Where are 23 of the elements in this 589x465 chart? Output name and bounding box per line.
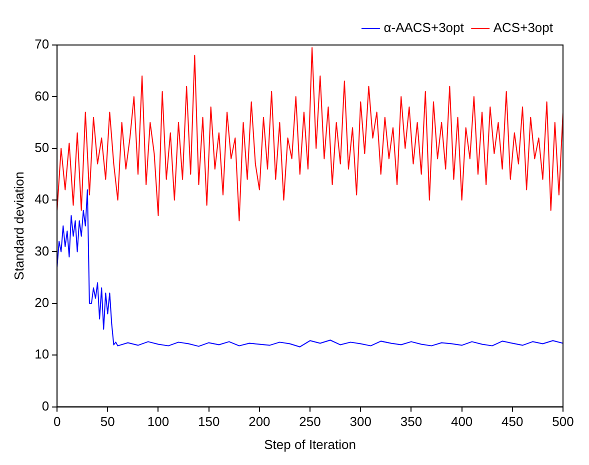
y-tick-label: 40 (34, 192, 50, 207)
y-axis-title: Standard deviation (11, 172, 26, 280)
legend-label: ACS+3opt (493, 20, 554, 36)
x-tick-label: 400 (450, 414, 473, 430)
y-tick-label: 70 (34, 36, 50, 52)
x-tick-label: 250 (299, 414, 321, 430)
x-tick-label: 500 (552, 414, 574, 430)
y-tick-label: 30 (34, 243, 50, 258)
legend-label: α-AACS+3opt (384, 20, 464, 36)
x-tick-label: 300 (350, 414, 372, 430)
y-tick-label: 0 (42, 398, 50, 414)
x-tick-label: 150 (198, 414, 220, 430)
y-tick-label: 50 (34, 140, 50, 155)
x-tick-label: 50 (100, 414, 115, 430)
x-axis-title: Step of Iteration (264, 436, 356, 452)
y-tick-label: 10 (34, 346, 50, 362)
x-tick-label: 200 (248, 414, 270, 430)
y-tick-label: 60 (34, 88, 50, 104)
x-tick-label: 350 (400, 414, 422, 430)
x-tick-label: 100 (147, 414, 170, 430)
y-tick-label: 20 (34, 295, 50, 310)
x-tick-label: 0 (53, 414, 61, 430)
x-tick-label: 450 (502, 414, 524, 430)
